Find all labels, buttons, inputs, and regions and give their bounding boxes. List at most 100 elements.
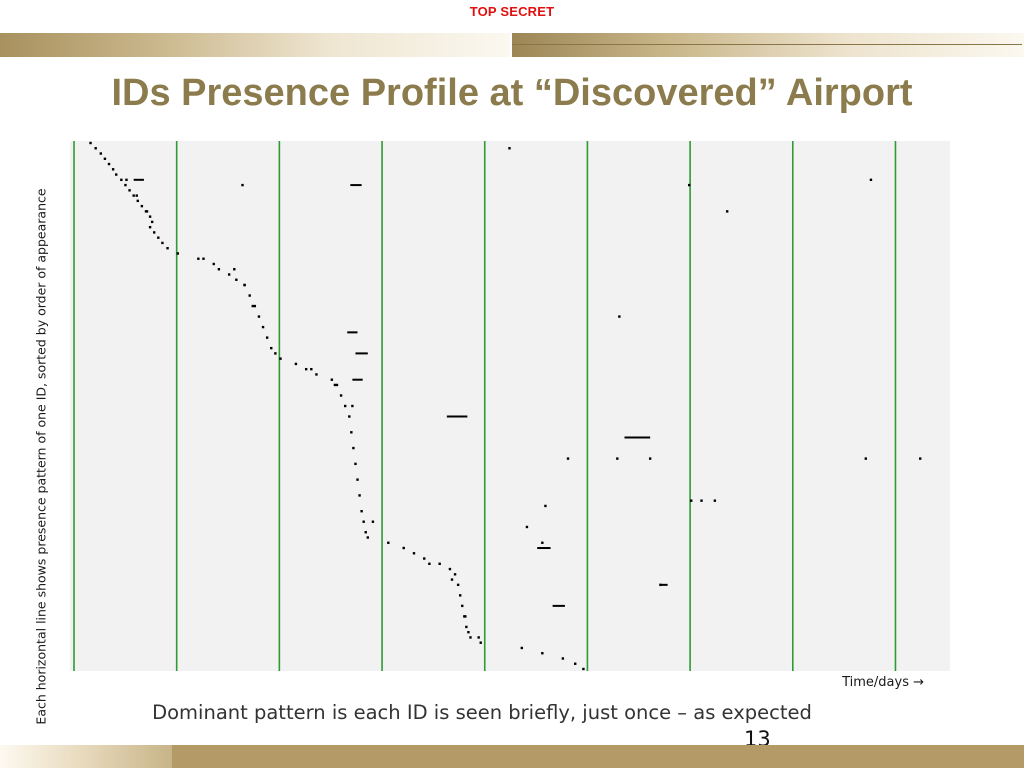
presence-point — [371, 520, 375, 523]
presence-point — [294, 362, 298, 366]
presence-point — [132, 194, 135, 197]
presence-point — [351, 404, 354, 408]
presence-point — [469, 636, 472, 639]
presence-point — [412, 552, 416, 555]
presence-point — [508, 147, 511, 150]
presence-point — [335, 383, 339, 387]
presence-point — [541, 652, 544, 655]
presence-point — [428, 562, 431, 565]
presence-point — [253, 304, 257, 308]
presence-point — [150, 220, 154, 224]
presence-point — [99, 152, 103, 155]
presence-point — [125, 178, 128, 182]
presence-point — [352, 446, 355, 450]
presence-point — [243, 283, 246, 287]
presence-point — [148, 225, 152, 229]
presence-point — [176, 252, 180, 255]
presence-point — [566, 457, 570, 460]
presence-point — [339, 394, 343, 397]
presence-point — [725, 210, 729, 213]
presence-point — [304, 367, 308, 371]
presence-profile-chart — [70, 141, 950, 671]
slide-caption: Dominant pattern is each ID is seen brie… — [152, 701, 812, 724]
presence-point — [477, 636, 480, 639]
presence-point — [582, 667, 585, 671]
presence-point — [248, 294, 251, 297]
presence-point — [687, 183, 691, 187]
presence-point — [333, 383, 337, 387]
presence-point — [618, 315, 621, 318]
presence-point — [458, 594, 462, 597]
presence-point — [257, 315, 261, 318]
plot-area — [70, 141, 950, 671]
presence-point — [461, 604, 464, 608]
y-axis-label: Each horizontal line shows presence patt… — [33, 188, 49, 725]
classification-banner: TOP SECRET — [469, 4, 555, 19]
presence-point — [864, 457, 867, 460]
presence-point — [265, 336, 269, 339]
header-band-left — [0, 33, 510, 57]
presence-point — [360, 510, 363, 513]
presence-point — [402, 546, 405, 550]
presence-point — [348, 415, 351, 418]
presence-point — [310, 367, 313, 371]
presence-point — [274, 352, 277, 355]
presence-point — [387, 541, 390, 544]
presence-point — [574, 662, 577, 665]
presence-point — [89, 141, 92, 145]
presence-point — [235, 278, 238, 281]
presence-point — [124, 183, 127, 187]
presence-point — [544, 504, 547, 508]
footer-band-right — [172, 745, 1024, 768]
presence-point — [423, 557, 426, 560]
header-rule — [512, 44, 1022, 45]
presence-point — [700, 499, 703, 502]
presence-point — [136, 199, 139, 203]
presence-point — [690, 499, 693, 502]
presence-point — [869, 178, 873, 182]
presence-point — [343, 404, 347, 408]
presence-point — [241, 183, 244, 187]
presence-point — [115, 173, 118, 176]
presence-point — [330, 378, 334, 381]
presence-point — [120, 178, 123, 182]
presence-point — [103, 157, 107, 160]
presence-point — [561, 657, 565, 660]
presence-point — [358, 494, 361, 497]
presence-point — [453, 573, 457, 576]
presence-point — [713, 499, 717, 502]
presence-point — [465, 625, 468, 629]
presence-point — [148, 215, 152, 218]
presence-point — [157, 236, 160, 239]
presence-point — [227, 273, 231, 276]
presence-point — [450, 578, 454, 581]
slide-title: IDs Presence Profile at “Discovered” Air… — [111, 72, 913, 114]
presence-point — [479, 641, 482, 644]
presence-point — [135, 194, 138, 197]
presence-point — [364, 531, 367, 534]
header-band-right — [512, 33, 1024, 57]
presence-point — [648, 457, 652, 460]
presence-point — [350, 431, 353, 434]
presence-point — [128, 189, 131, 192]
presence-point — [354, 462, 357, 466]
presence-point — [456, 583, 460, 587]
presence-point — [153, 231, 156, 234]
presence-point — [520, 646, 524, 650]
presence-point — [197, 257, 200, 260]
presence-point — [362, 520, 365, 523]
footer-band-left — [0, 745, 172, 768]
presence-point — [315, 373, 318, 376]
presence-point — [202, 257, 205, 260]
presence-point — [261, 325, 265, 329]
presence-point — [448, 567, 452, 571]
presence-point — [166, 247, 169, 250]
presence-point — [919, 457, 922, 460]
presence-point — [251, 304, 254, 308]
presence-point — [107, 162, 111, 166]
x-axis-label: Time/days → — [842, 675, 924, 690]
presence-point — [140, 204, 144, 208]
presence-point — [467, 630, 470, 634]
presence-point — [525, 525, 529, 529]
presence-point — [161, 241, 164, 245]
